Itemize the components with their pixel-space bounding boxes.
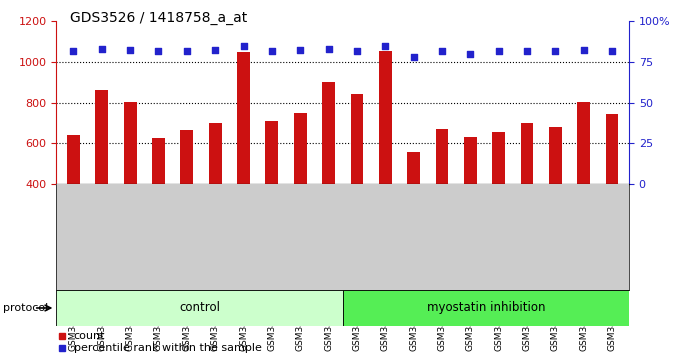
Point — [238, 44, 249, 49]
Point — [465, 51, 476, 57]
Bar — [124, 102, 137, 184]
Bar — [436, 129, 448, 184]
Bar — [492, 132, 505, 184]
Bar — [95, 91, 108, 184]
Point — [209, 47, 220, 52]
Point — [607, 48, 617, 53]
Text: myostatin inhibition: myostatin inhibition — [426, 302, 545, 314]
Bar — [56, 290, 343, 326]
Point — [267, 48, 277, 54]
Point — [97, 46, 107, 52]
Bar — [549, 127, 562, 184]
Bar — [322, 82, 335, 184]
Bar — [180, 130, 193, 184]
Bar — [265, 121, 278, 184]
Bar — [577, 102, 590, 184]
Point — [408, 55, 419, 60]
Point — [578, 47, 589, 53]
Bar — [237, 52, 250, 184]
Bar — [67, 135, 80, 184]
Point — [294, 47, 305, 53]
Point — [437, 48, 447, 53]
Bar — [606, 114, 618, 184]
Text: count: count — [73, 331, 105, 341]
Bar — [464, 137, 477, 184]
Point — [380, 43, 391, 49]
Bar — [343, 290, 629, 326]
Text: GDS3526 / 1418758_a_at: GDS3526 / 1418758_a_at — [70, 11, 248, 25]
Bar — [152, 138, 165, 184]
Point — [323, 46, 334, 52]
Point — [153, 48, 164, 54]
Bar — [407, 152, 420, 184]
Point — [550, 48, 561, 53]
Point — [522, 48, 532, 53]
Bar — [209, 123, 222, 184]
Text: control: control — [179, 302, 220, 314]
Text: protocol: protocol — [3, 303, 49, 313]
Bar — [379, 51, 392, 184]
Bar — [521, 123, 533, 184]
Text: percentile rank within the sample: percentile rank within the sample — [73, 343, 262, 353]
Bar — [294, 113, 307, 184]
Point — [352, 48, 362, 53]
Bar — [350, 93, 363, 184]
Point — [182, 48, 192, 53]
Point — [68, 48, 79, 53]
Point — [493, 48, 504, 54]
Point — [124, 47, 135, 52]
